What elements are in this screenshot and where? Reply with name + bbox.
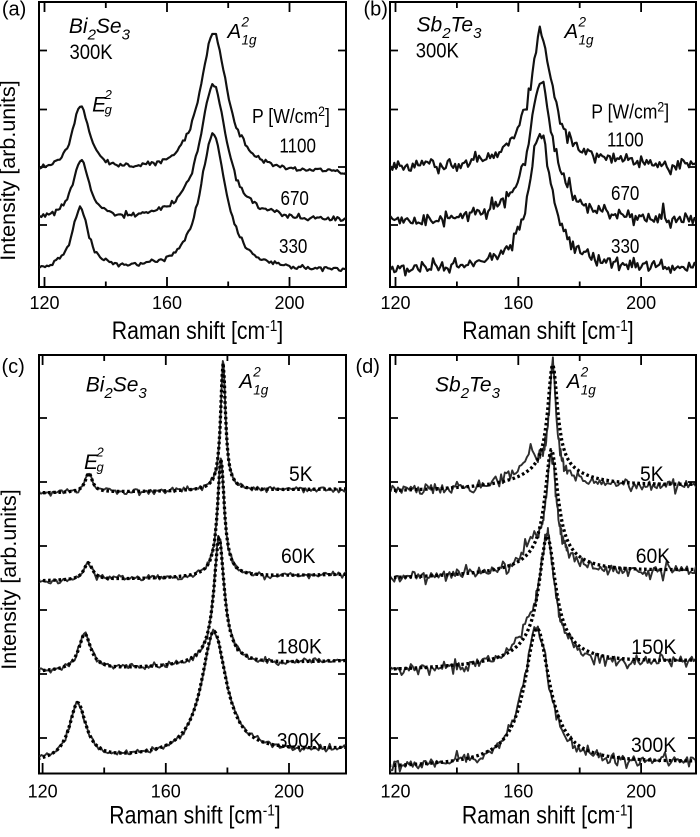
svg-text:Raman shift [cm-1]: Raman shift [cm-1]: [109, 801, 280, 829]
svg-text:300K: 300K: [277, 729, 323, 753]
svg-text:200: 200: [626, 782, 656, 802]
svg-text:120: 120: [29, 293, 59, 313]
svg-text:P [W/cm2]: P [W/cm2]: [252, 103, 330, 127]
svg-text:200: 200: [274, 293, 304, 313]
svg-text:200: 200: [274, 782, 304, 802]
svg-text:A: A: [565, 370, 581, 393]
svg-text:g: g: [105, 102, 113, 117]
svg-text:A: A: [563, 20, 579, 43]
svg-text:E: E: [84, 451, 99, 474]
svg-text:Raman shift [cm-1]: Raman shift [cm-1]: [462, 316, 633, 344]
svg-text:160: 160: [152, 293, 182, 313]
svg-text:g: g: [97, 460, 105, 475]
svg-text:330: 330: [611, 235, 639, 258]
svg-text:120: 120: [380, 782, 410, 802]
svg-text:2: 2: [96, 445, 105, 460]
svg-text:P [W/cm2]: P [W/cm2]: [591, 99, 669, 123]
svg-text:(b): (b): [364, 0, 388, 20]
svg-text:1g: 1g: [242, 33, 258, 48]
svg-text:Intensity [arb.units]: Intensity [arb.units]: [0, 489, 21, 669]
svg-text:1100: 1100: [607, 128, 644, 151]
svg-text:330: 330: [279, 235, 307, 258]
svg-text:120: 120: [380, 293, 410, 313]
svg-text:60K: 60K: [281, 544, 316, 568]
svg-text:1100: 1100: [279, 134, 316, 157]
svg-text:670: 670: [281, 187, 309, 210]
svg-text:Intensity [arb.units]: Intensity [arb.units]: [0, 80, 20, 260]
svg-text:A: A: [226, 20, 242, 43]
svg-text:1g: 1g: [253, 383, 269, 398]
svg-text:200: 200: [626, 293, 656, 313]
svg-text:180K: 180K: [277, 635, 323, 659]
svg-text:Raman shift [cm-1]: Raman shift [cm-1]: [112, 316, 283, 344]
svg-text:5K: 5K: [289, 462, 313, 486]
svg-text:2: 2: [104, 87, 113, 102]
svg-text:2: 2: [241, 15, 250, 30]
svg-text:160: 160: [503, 293, 533, 313]
svg-text:2: 2: [252, 365, 261, 380]
svg-text:1g: 1g: [579, 33, 595, 48]
svg-text:160: 160: [151, 782, 181, 802]
svg-text:670: 670: [611, 182, 639, 205]
svg-text:300K: 300K: [416, 39, 459, 62]
svg-text:A: A: [237, 370, 253, 393]
svg-text:(a): (a): [2, 0, 26, 20]
svg-text:300K: 300K: [631, 733, 677, 757]
svg-text:Raman shift [cm-1]: Raman shift [cm-1]: [462, 801, 633, 829]
svg-text:E: E: [92, 94, 107, 117]
svg-text:150K: 150K: [631, 635, 677, 659]
svg-text:60K: 60K: [636, 544, 671, 568]
svg-text:120: 120: [28, 782, 58, 802]
svg-text:2: 2: [580, 365, 589, 380]
svg-text:2: 2: [578, 15, 587, 30]
svg-text:1g: 1g: [581, 383, 597, 398]
svg-text:5K: 5K: [640, 462, 664, 486]
svg-text:300K: 300K: [70, 41, 113, 64]
svg-text:(c): (c): [2, 356, 25, 378]
svg-text:(d): (d): [356, 356, 380, 378]
svg-text:160: 160: [503, 782, 533, 802]
